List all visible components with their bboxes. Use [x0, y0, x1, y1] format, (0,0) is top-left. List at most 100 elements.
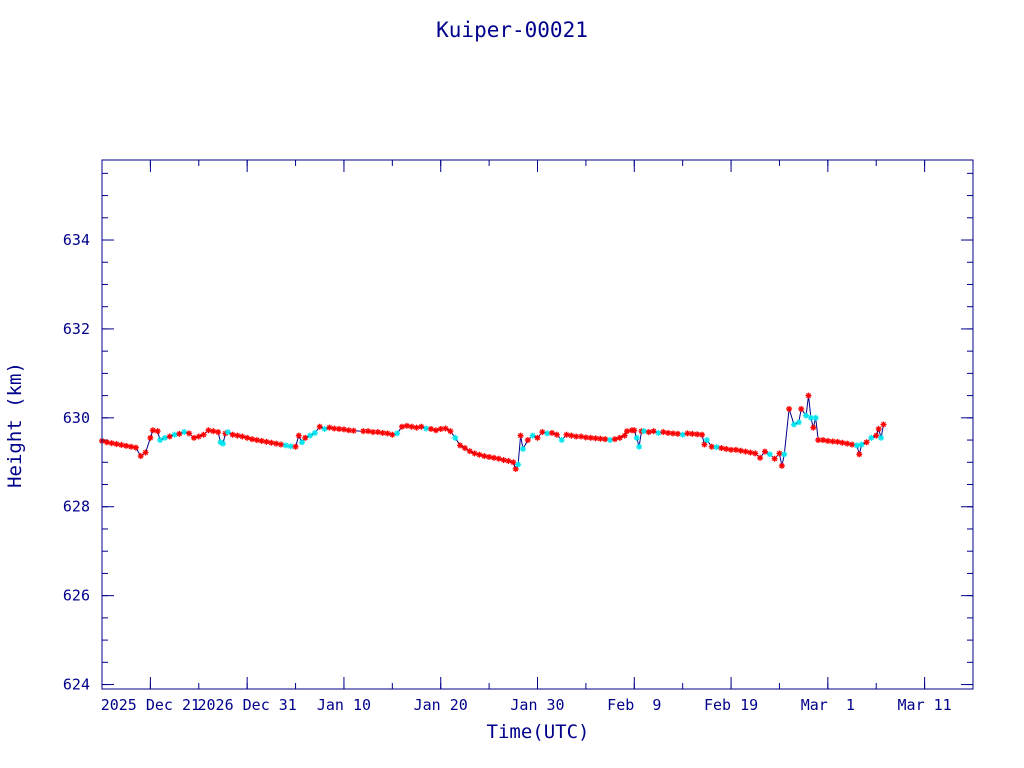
- data-point: [737, 447, 744, 454]
- data-point: [394, 430, 401, 437]
- data-point: [868, 434, 875, 441]
- data-point: [655, 429, 662, 436]
- data-point: [432, 427, 439, 434]
- data-point: [803, 412, 810, 419]
- data-point: [486, 453, 493, 460]
- data-point: [766, 451, 773, 458]
- data-point: [340, 426, 347, 433]
- y-tick-label: 624: [63, 676, 90, 694]
- data-point: [515, 461, 522, 468]
- x-tick-label: 2026 Dec 31: [197, 696, 296, 714]
- x-tick-label: Feb 9: [607, 696, 661, 714]
- data-point: [781, 451, 788, 458]
- data-point: [166, 433, 173, 440]
- data-point: [118, 441, 125, 448]
- data-point: [669, 430, 676, 437]
- data-point: [645, 429, 652, 436]
- data-point: [757, 454, 764, 461]
- data-point: [244, 434, 251, 441]
- data-point: [558, 437, 565, 444]
- data-point: [268, 439, 275, 446]
- data-line-group: [101, 395, 884, 471]
- data-point: [215, 429, 222, 436]
- data-point: [810, 424, 817, 431]
- data-point: [418, 423, 425, 430]
- data-point: [723, 445, 730, 452]
- data-point: [123, 442, 130, 449]
- x-tick-label: Jan 30: [510, 696, 564, 714]
- data-point: [878, 434, 885, 441]
- data-point: [718, 445, 725, 452]
- data-point: [611, 436, 618, 443]
- data-point: [132, 444, 139, 451]
- data-point: [512, 465, 519, 472]
- data-point: [481, 453, 488, 460]
- data-point: [732, 446, 739, 453]
- data-point: [273, 440, 280, 447]
- data-point: [761, 448, 768, 455]
- data-point: [747, 449, 754, 456]
- data-point: [573, 433, 580, 440]
- data-point: [307, 432, 314, 439]
- x-tick-label: Jan 10: [317, 696, 371, 714]
- data-point: [699, 431, 706, 438]
- data-point: [713, 444, 720, 451]
- data-point: [798, 405, 805, 412]
- data-point: [389, 431, 396, 438]
- data-point: [495, 455, 502, 462]
- data-point: [805, 392, 812, 399]
- data-point: [636, 443, 643, 450]
- data-point: [321, 425, 328, 432]
- data-point: [181, 429, 188, 436]
- data-point: [113, 441, 120, 448]
- data-point: [302, 434, 309, 441]
- data-point: [154, 428, 161, 435]
- data-point: [853, 442, 860, 449]
- data-point: [161, 434, 168, 441]
- data-point: [219, 440, 226, 447]
- data-point: [295, 432, 302, 439]
- data-point: [602, 436, 609, 443]
- data-point: [278, 441, 285, 448]
- data-point: [549, 429, 556, 436]
- data-point: [210, 428, 217, 435]
- data-point: [752, 450, 759, 457]
- y-tick-label: 632: [63, 320, 90, 338]
- data-point: [442, 425, 449, 432]
- data-point: [239, 433, 246, 440]
- data-point: [703, 437, 710, 444]
- data-point: [875, 425, 882, 432]
- data-point: [578, 433, 585, 440]
- data-point: [176, 430, 183, 437]
- data-point: [844, 440, 851, 447]
- data-point: [819, 437, 826, 444]
- data-point: [452, 434, 459, 441]
- data-point: [200, 431, 207, 438]
- data-point: [490, 454, 497, 461]
- data-point: [326, 424, 333, 431]
- data-point: [544, 430, 551, 437]
- data-point: [205, 427, 212, 434]
- data-point: [428, 425, 435, 432]
- data-point: [679, 431, 686, 438]
- data-point: [815, 437, 822, 444]
- data-point: [403, 422, 410, 429]
- data-point: [457, 442, 464, 449]
- y-tick-label: 630: [63, 409, 90, 427]
- data-point: [471, 450, 478, 457]
- data-point: [258, 437, 265, 444]
- data-point: [157, 437, 164, 444]
- x-tick-label: Feb 19: [704, 696, 758, 714]
- data-point: [631, 427, 638, 434]
- data-point: [539, 429, 546, 436]
- data-point: [466, 448, 473, 455]
- data-point: [568, 432, 575, 439]
- data-point: [128, 443, 135, 450]
- data-point: [299, 439, 306, 446]
- data-point: [171, 431, 178, 438]
- data-point: [778, 462, 785, 469]
- data-point: [592, 435, 599, 442]
- data-markers-group: [99, 392, 887, 472]
